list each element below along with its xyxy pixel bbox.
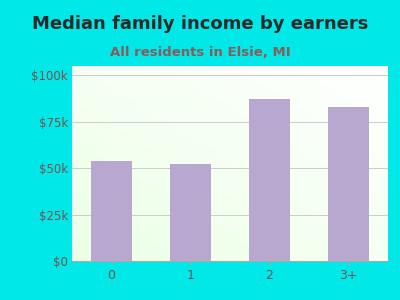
Text: Median family income by earners: Median family income by earners	[32, 15, 368, 33]
Bar	[91, 161, 132, 261]
Bar	[170, 164, 211, 261]
Text: All residents in Elsie, MI: All residents in Elsie, MI	[110, 46, 290, 59]
Bar	[328, 107, 369, 261]
Bar	[249, 99, 290, 261]
